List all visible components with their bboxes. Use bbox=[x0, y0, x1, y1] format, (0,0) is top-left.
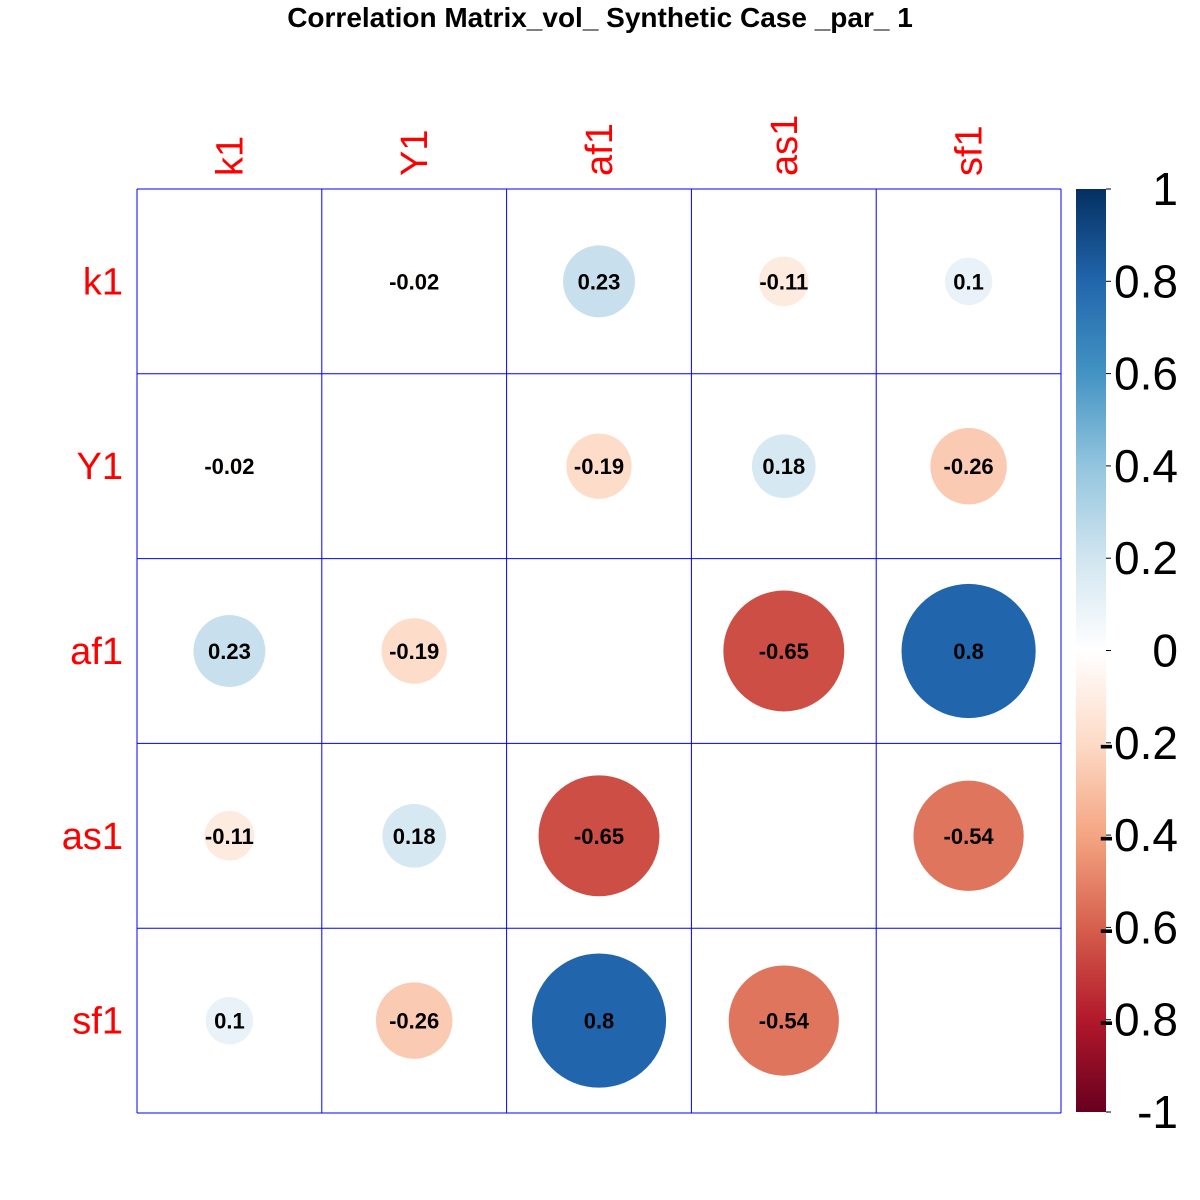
correlation-value-label: -0.11 bbox=[205, 824, 254, 849]
correlation-circle bbox=[382, 803, 447, 868]
row-label: sf1 bbox=[72, 1001, 123, 1043]
colorbar-tick-label: 0.8 bbox=[1114, 255, 1178, 307]
correlation-circle bbox=[723, 590, 845, 712]
correlation-value-label: -0.26 bbox=[389, 1009, 439, 1034]
axis-labels: k1 k1 Y1 Y1 af1 af1 as1 as1 sf1 sf1 bbox=[62, 115, 991, 1043]
correlation-value-label: -0.65 bbox=[574, 824, 624, 849]
matrix-grid bbox=[136, 188, 1062, 1114]
colorbar-tick-label: 0 bbox=[1152, 625, 1178, 677]
colorbar-gradient bbox=[1076, 189, 1106, 1112]
correlation-circle bbox=[913, 780, 1024, 891]
correlation-circle bbox=[901, 583, 1036, 719]
correlation-circle bbox=[728, 965, 839, 1076]
correlation-value-label: 0.23 bbox=[208, 639, 251, 664]
correlation-circle bbox=[218, 455, 241, 477]
column-label: sf1 bbox=[949, 125, 991, 176]
column-label: Y1 bbox=[394, 130, 436, 176]
correlation-value-label: -0.19 bbox=[574, 454, 624, 479]
correlation-circle bbox=[538, 775, 660, 897]
colorbar-tick-label: -0.8 bbox=[1099, 994, 1178, 1046]
correlation-circle bbox=[566, 433, 632, 499]
correlation-circle bbox=[758, 256, 809, 307]
column-label: k1 bbox=[209, 136, 251, 176]
correlation-circle bbox=[531, 953, 667, 1088]
colorbar-tick-label: 1 bbox=[1152, 163, 1178, 215]
row-label: af1 bbox=[70, 631, 123, 673]
column-label: as1 bbox=[764, 115, 806, 176]
correlation-value-label: -0.54 bbox=[759, 1009, 810, 1034]
colorbar-tick-label: -0.4 bbox=[1099, 809, 1178, 861]
correlation-circle bbox=[563, 245, 635, 318]
colorbar-tick-label: 0.6 bbox=[1114, 348, 1178, 400]
correlation-value-label: -0.26 bbox=[944, 454, 994, 479]
correlation-circle bbox=[381, 618, 447, 684]
chart-title: Correlation Matrix_vol_ Synthetic Case _… bbox=[287, 2, 913, 33]
correlation-circle bbox=[204, 810, 255, 861]
colorbar-tick-label: 0.2 bbox=[1114, 532, 1178, 584]
correlation-circle bbox=[930, 427, 1007, 505]
correlation-value-label: 0.18 bbox=[762, 454, 805, 479]
correlation-value-label: 0.1 bbox=[214, 1009, 245, 1034]
correlation-value-label: -0.54 bbox=[944, 824, 995, 849]
matrix-cells: -0.02 0.23 -0.11 0.1 -0.02 -0.19 0.18 -0.26 0.23… bbox=[193, 245, 1036, 1088]
colorbar-tick-label: 0.4 bbox=[1114, 440, 1178, 492]
colorbar-tick-label: -0.2 bbox=[1099, 717, 1178, 769]
correlation-value-label: -0.02 bbox=[204, 454, 254, 479]
correlation-value-label: 0.8 bbox=[584, 1009, 615, 1034]
colorbar-tick-label: -1 bbox=[1137, 1086, 1178, 1138]
correlation-value-label: -0.19 bbox=[389, 639, 439, 664]
correlation-circle bbox=[403, 270, 425, 293]
correlation-circle bbox=[944, 257, 993, 306]
correlation-value-label: 0.23 bbox=[578, 269, 621, 294]
correlation-value-label: -0.11 bbox=[759, 269, 808, 294]
colorbar: 1 0.8 0.6 0.4 0.2 0 -0.2 -0.4 -0.6 -0.8 -1 bbox=[1076, 163, 1178, 1138]
correlation-circle bbox=[375, 982, 453, 1059]
correlation-circle bbox=[193, 615, 266, 687]
colorbar-tick-label: -0.6 bbox=[1099, 901, 1178, 953]
row-label: k1 bbox=[83, 261, 123, 303]
correlation-circle bbox=[205, 996, 254, 1045]
correlation-value-label: -0.65 bbox=[759, 639, 809, 664]
correlation-circle bbox=[751, 434, 816, 499]
row-label: Y1 bbox=[77, 446, 123, 488]
correlation-value-label: -0.02 bbox=[389, 269, 439, 294]
column-label: af1 bbox=[579, 123, 621, 176]
correlation-value-label: 0.1 bbox=[953, 269, 984, 294]
correlation-value-label: 0.18 bbox=[393, 824, 436, 849]
correlation-value-label: 0.8 bbox=[953, 639, 984, 664]
row-label: as1 bbox=[62, 816, 123, 858]
